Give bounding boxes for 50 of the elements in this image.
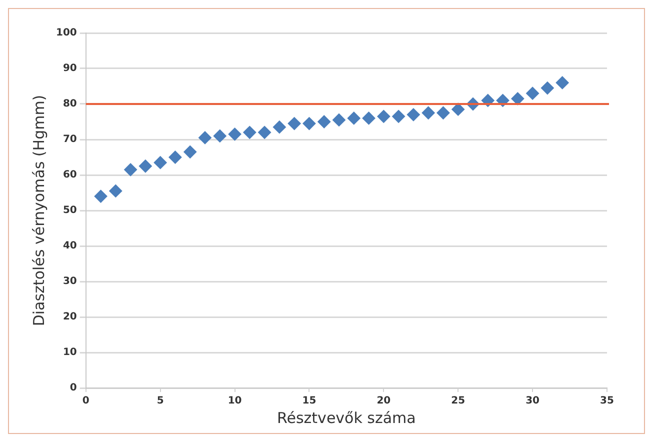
- point: [228, 128, 242, 141]
- y-tick-label: 60: [62, 170, 77, 181]
- x-tick-label: 0: [82, 396, 90, 407]
- point: [422, 106, 435, 120]
- point: [302, 117, 316, 130]
- point: [94, 190, 108, 203]
- y-tick-label: 0: [70, 382, 77, 394]
- point: [138, 160, 152, 173]
- point: [556, 76, 569, 90]
- point: [540, 82, 554, 95]
- x-tick-label: 35: [600, 396, 614, 407]
- point: [362, 112, 376, 125]
- y-tick-label: 50: [62, 205, 77, 216]
- point: [318, 115, 331, 128]
- point: [392, 110, 406, 123]
- point: [124, 163, 138, 176]
- point: [347, 112, 360, 125]
- point: [272, 120, 286, 134]
- y-tick-label: 70: [62, 134, 77, 146]
- x-tick-label: 20: [376, 396, 391, 407]
- y-tick-label: 30: [62, 276, 77, 288]
- point: [243, 126, 256, 139]
- point: [213, 129, 226, 142]
- x-tick-label: 5: [156, 396, 164, 407]
- y-axis-title: Diasztolés vérnyomás (Hgmm): [30, 94, 48, 326]
- y-tick-label: 80: [62, 98, 77, 110]
- y-tick-label: 40: [62, 240, 77, 252]
- y-tick-label: 10: [62, 347, 77, 358]
- point: [511, 92, 524, 106]
- point: [198, 131, 212, 144]
- point: [452, 102, 465, 116]
- point: [168, 150, 182, 164]
- x-tick-label: 30: [526, 396, 540, 407]
- x-axis-title: Résztvevők száma: [277, 408, 416, 427]
- point: [377, 110, 390, 123]
- x-tick-label: 15: [302, 396, 316, 407]
- point: [184, 145, 197, 158]
- point: [332, 113, 346, 126]
- y-tick-label: 100: [56, 28, 77, 39]
- point: [436, 106, 450, 120]
- point: [526, 86, 540, 100]
- x-tick-label: 25: [451, 396, 466, 407]
- point: [109, 184, 122, 198]
- x-tick-label: 10: [228, 396, 242, 407]
- point: [154, 156, 167, 170]
- point: [288, 117, 301, 130]
- y-tick-label: 20: [62, 312, 77, 323]
- point: [258, 126, 272, 139]
- point: [406, 108, 420, 122]
- y-tick-label: 90: [62, 63, 77, 74]
